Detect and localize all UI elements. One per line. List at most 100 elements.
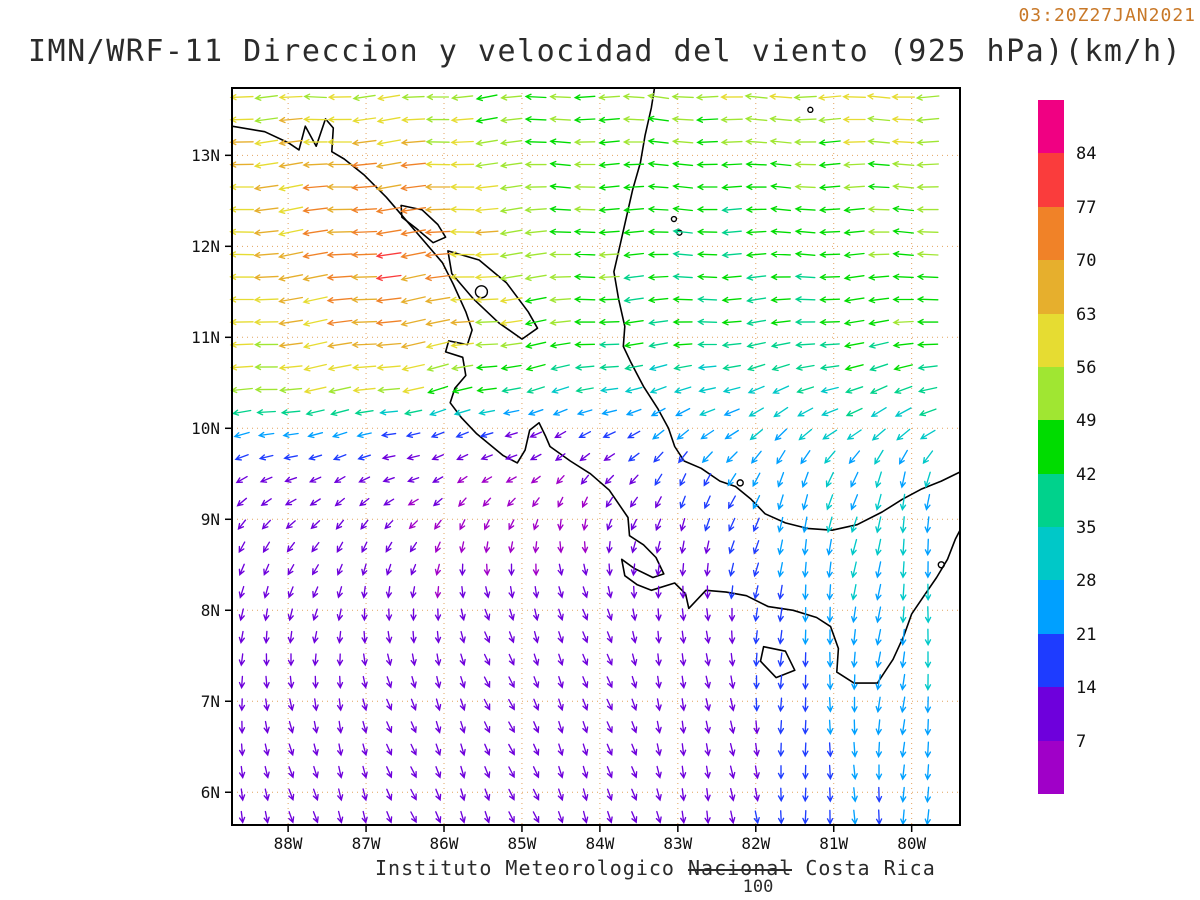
wind-arrow bbox=[679, 473, 687, 487]
wind-arrow bbox=[922, 450, 934, 465]
wind-arrow bbox=[351, 296, 378, 303]
wind-arrow bbox=[337, 788, 344, 802]
wind-arrow bbox=[819, 273, 841, 281]
wind-arrow bbox=[328, 386, 352, 394]
wind-arrow bbox=[474, 274, 499, 281]
colorbar-segment bbox=[1038, 420, 1064, 475]
wind-arrow bbox=[481, 476, 493, 483]
wind-arrow bbox=[302, 138, 328, 146]
wind-arrow bbox=[673, 386, 692, 394]
wind-arrow bbox=[916, 273, 939, 280]
wind-arrow bbox=[361, 698, 368, 712]
wind-arrow bbox=[400, 318, 426, 327]
wind-arrow bbox=[254, 386, 278, 393]
wind-arrow bbox=[424, 296, 451, 304]
wind-arrow bbox=[361, 585, 368, 599]
wind-arrow bbox=[278, 94, 303, 101]
wind-arrow bbox=[499, 184, 523, 191]
wind-arrow bbox=[383, 498, 395, 506]
wind-arrow bbox=[434, 586, 442, 599]
wind-arrow bbox=[655, 810, 662, 824]
wind-arrow bbox=[425, 319, 451, 327]
wind-arrow bbox=[916, 161, 939, 168]
wind-arrow bbox=[336, 563, 343, 576]
wind-arrow bbox=[648, 364, 668, 372]
wind-arrow bbox=[576, 409, 593, 416]
footer-institute: Instituto Meteorologico Nacional Costa R… bbox=[375, 856, 936, 880]
wind-arrow bbox=[557, 765, 564, 779]
wind-arrow bbox=[606, 518, 613, 531]
wind-arrow bbox=[892, 228, 914, 235]
wind-arrow bbox=[287, 653, 295, 667]
wind-arrow bbox=[772, 385, 790, 394]
wind-arrow bbox=[671, 116, 694, 123]
wind-arrow bbox=[311, 564, 319, 576]
wind-arrow bbox=[312, 811, 319, 824]
wind-arrow bbox=[549, 160, 571, 168]
wind-arrow bbox=[916, 183, 939, 191]
wind-arrow bbox=[802, 764, 809, 780]
wind-arrow bbox=[508, 586, 515, 599]
wind-arrow bbox=[745, 161, 767, 168]
wind-arrow bbox=[753, 765, 760, 780]
wind-arrow bbox=[351, 229, 378, 236]
wind-arrow bbox=[826, 606, 834, 624]
wind-arrow bbox=[582, 743, 589, 757]
wind-arrow bbox=[631, 743, 638, 757]
wind-arrow bbox=[606, 541, 613, 554]
lat-tick-label: 9N bbox=[200, 510, 220, 530]
wind-arrow bbox=[459, 563, 466, 577]
wind-arrow bbox=[630, 563, 638, 577]
wind-arrow bbox=[484, 810, 491, 824]
wind-arrow bbox=[375, 319, 402, 326]
wind-arrow bbox=[400, 184, 427, 192]
wind-arrow bbox=[549, 296, 572, 303]
colorbar-segment bbox=[1038, 260, 1064, 315]
wind-arrow bbox=[892, 296, 914, 303]
wind-arrow bbox=[606, 608, 613, 622]
wind-arrow bbox=[655, 765, 662, 779]
wind-arrow bbox=[549, 183, 571, 190]
wind-arrow bbox=[459, 608, 466, 622]
wind-arrow bbox=[475, 117, 498, 124]
wind-arrow bbox=[679, 630, 687, 645]
lon-tick-label: 88W bbox=[273, 834, 303, 853]
wind-arrow bbox=[277, 251, 304, 260]
wind-arrow bbox=[238, 608, 245, 622]
wind-arrow bbox=[900, 786, 907, 803]
wind-arrow bbox=[459, 653, 466, 667]
wind-arrow bbox=[386, 721, 393, 734]
wind-arrow bbox=[598, 94, 621, 101]
wind-arrow bbox=[361, 743, 368, 757]
wind-arrow bbox=[826, 561, 833, 579]
wind-arrow bbox=[358, 476, 371, 483]
wind-arrow bbox=[312, 698, 319, 712]
wind-arrow bbox=[434, 519, 442, 530]
wind-arrow bbox=[900, 606, 907, 624]
wind-arrow bbox=[557, 608, 564, 622]
lon-tick-label: 87W bbox=[351, 834, 381, 853]
wind-arrow bbox=[557, 653, 564, 667]
wind-arrow bbox=[386, 676, 393, 689]
wind-arrow bbox=[891, 116, 915, 123]
wind-arrow bbox=[606, 788, 613, 802]
wind-arrow bbox=[721, 229, 742, 236]
wind-arrow bbox=[287, 564, 295, 576]
wind-arrow bbox=[263, 608, 270, 622]
wind-arrow bbox=[915, 94, 940, 101]
colorbar-segment bbox=[1038, 473, 1064, 528]
wind-arrow bbox=[900, 538, 907, 557]
wind-arrow bbox=[777, 562, 784, 578]
wind-arrow bbox=[302, 207, 328, 214]
wind-arrow bbox=[866, 93, 891, 100]
wind-arrow bbox=[231, 409, 252, 416]
wind-arrow bbox=[557, 788, 564, 802]
colorbar-label: 84 bbox=[1076, 144, 1097, 165]
wind-arrow bbox=[842, 93, 866, 100]
wind-arrow bbox=[826, 764, 834, 781]
wind-arrow bbox=[351, 139, 377, 146]
wind-arrow bbox=[312, 720, 319, 734]
wind-arrow bbox=[529, 453, 542, 461]
wind-arrow bbox=[435, 698, 442, 712]
